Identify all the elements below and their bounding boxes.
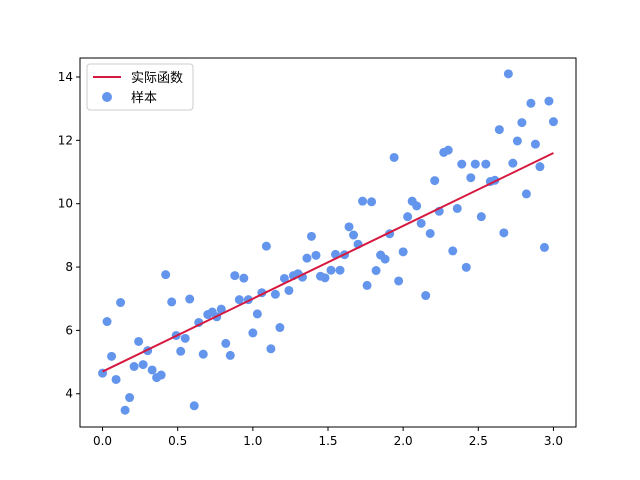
- data-point: [461, 262, 471, 272]
- x-tick-label: 2.0: [394, 434, 413, 448]
- plot-area: [98, 69, 558, 415]
- data-point: [234, 295, 244, 305]
- y-tick-label: 6: [65, 323, 73, 337]
- x-tick-label: 0.0: [93, 434, 112, 448]
- data-point: [398, 247, 408, 257]
- data-point: [448, 246, 458, 256]
- data-point: [134, 336, 144, 346]
- data-point: [335, 265, 345, 275]
- data-point: [198, 349, 208, 359]
- data-point: [481, 159, 491, 169]
- legend-label-scatter: 样本: [131, 91, 157, 106]
- x-tick-label: 2.5: [469, 434, 488, 448]
- data-point: [517, 118, 527, 128]
- data-point: [476, 212, 486, 222]
- data-point: [266, 344, 276, 354]
- data-point: [239, 273, 249, 283]
- legend: 实际函数 样本: [86, 63, 194, 111]
- data-point: [535, 162, 545, 172]
- data-point: [326, 265, 336, 275]
- data-point: [539, 242, 549, 252]
- data-point: [248, 328, 258, 338]
- data-point: [470, 159, 480, 169]
- y-tick-label: 12: [58, 133, 73, 147]
- data-point: [512, 136, 522, 146]
- data-point: [403, 212, 413, 222]
- data-point: [102, 317, 112, 327]
- data-point: [120, 405, 130, 415]
- data-point: [284, 285, 294, 295]
- data-point: [225, 350, 235, 360]
- data-point: [367, 197, 377, 207]
- data-point: [349, 230, 359, 240]
- data-point: [358, 196, 368, 206]
- data-point: [176, 346, 186, 356]
- y-tick-label: 10: [58, 197, 73, 211]
- data-point: [425, 228, 435, 238]
- data-point: [221, 338, 231, 348]
- data-point: [371, 266, 381, 276]
- data-point: [167, 297, 177, 307]
- data-point: [457, 159, 467, 169]
- data-point: [180, 333, 190, 343]
- series-line: [102, 152, 554, 373]
- data-point: [499, 228, 509, 238]
- legend-marker-swatch: [102, 92, 112, 102]
- data-point: [320, 273, 330, 283]
- data-point: [466, 173, 476, 183]
- data-point: [394, 276, 404, 286]
- data-point: [302, 253, 312, 263]
- data-point: [430, 176, 440, 186]
- legend-label-line: 实际函数: [131, 71, 183, 86]
- data-point: [508, 158, 518, 168]
- data-point: [380, 254, 390, 264]
- data-point: [116, 298, 126, 308]
- axis-ticks: 0.0 0.5 1.0 1.5 2.0 2.5 3.0 4 6 8 10 12 14: [58, 70, 563, 448]
- data-point: [362, 280, 372, 290]
- data-point: [129, 362, 139, 372]
- data-point: [279, 273, 289, 283]
- data-point: [311, 250, 321, 260]
- data-point: [443, 145, 453, 155]
- data-point: [521, 189, 531, 199]
- data-point: [147, 365, 157, 375]
- data-point: [421, 291, 431, 301]
- data-point: [107, 351, 117, 361]
- data-point: [389, 152, 399, 162]
- x-tick-label: 0.5: [168, 434, 187, 448]
- data-point: [216, 304, 226, 314]
- data-point: [544, 96, 554, 106]
- data-point: [275, 323, 285, 333]
- x-tick-label: 3.0: [544, 434, 563, 448]
- data-point: [503, 69, 513, 79]
- x-tick-label: 1.0: [243, 434, 262, 448]
- data-point: [189, 401, 199, 411]
- y-tick-label: 4: [65, 387, 73, 401]
- data-point: [306, 231, 316, 241]
- data-point: [125, 393, 135, 403]
- data-point: [344, 222, 354, 232]
- data-point: [548, 117, 558, 127]
- data-point: [530, 139, 540, 149]
- data-point: [252, 309, 262, 319]
- data-point: [270, 289, 280, 299]
- data-point: [494, 125, 504, 135]
- data-point: [261, 241, 271, 251]
- x-tick-label: 1.5: [318, 434, 337, 448]
- data-point: [412, 201, 422, 211]
- data-point: [452, 203, 462, 213]
- data-point: [230, 271, 240, 281]
- data-point: [161, 270, 171, 280]
- data-point: [111, 374, 121, 384]
- y-tick-label: 14: [58, 70, 73, 84]
- data-point: [138, 360, 148, 370]
- data-point: [416, 218, 426, 228]
- data-point: [526, 98, 536, 108]
- y-tick-label: 8: [65, 260, 73, 274]
- legend-box: [86, 63, 194, 111]
- data-point: [185, 294, 195, 304]
- data-point: [156, 370, 166, 380]
